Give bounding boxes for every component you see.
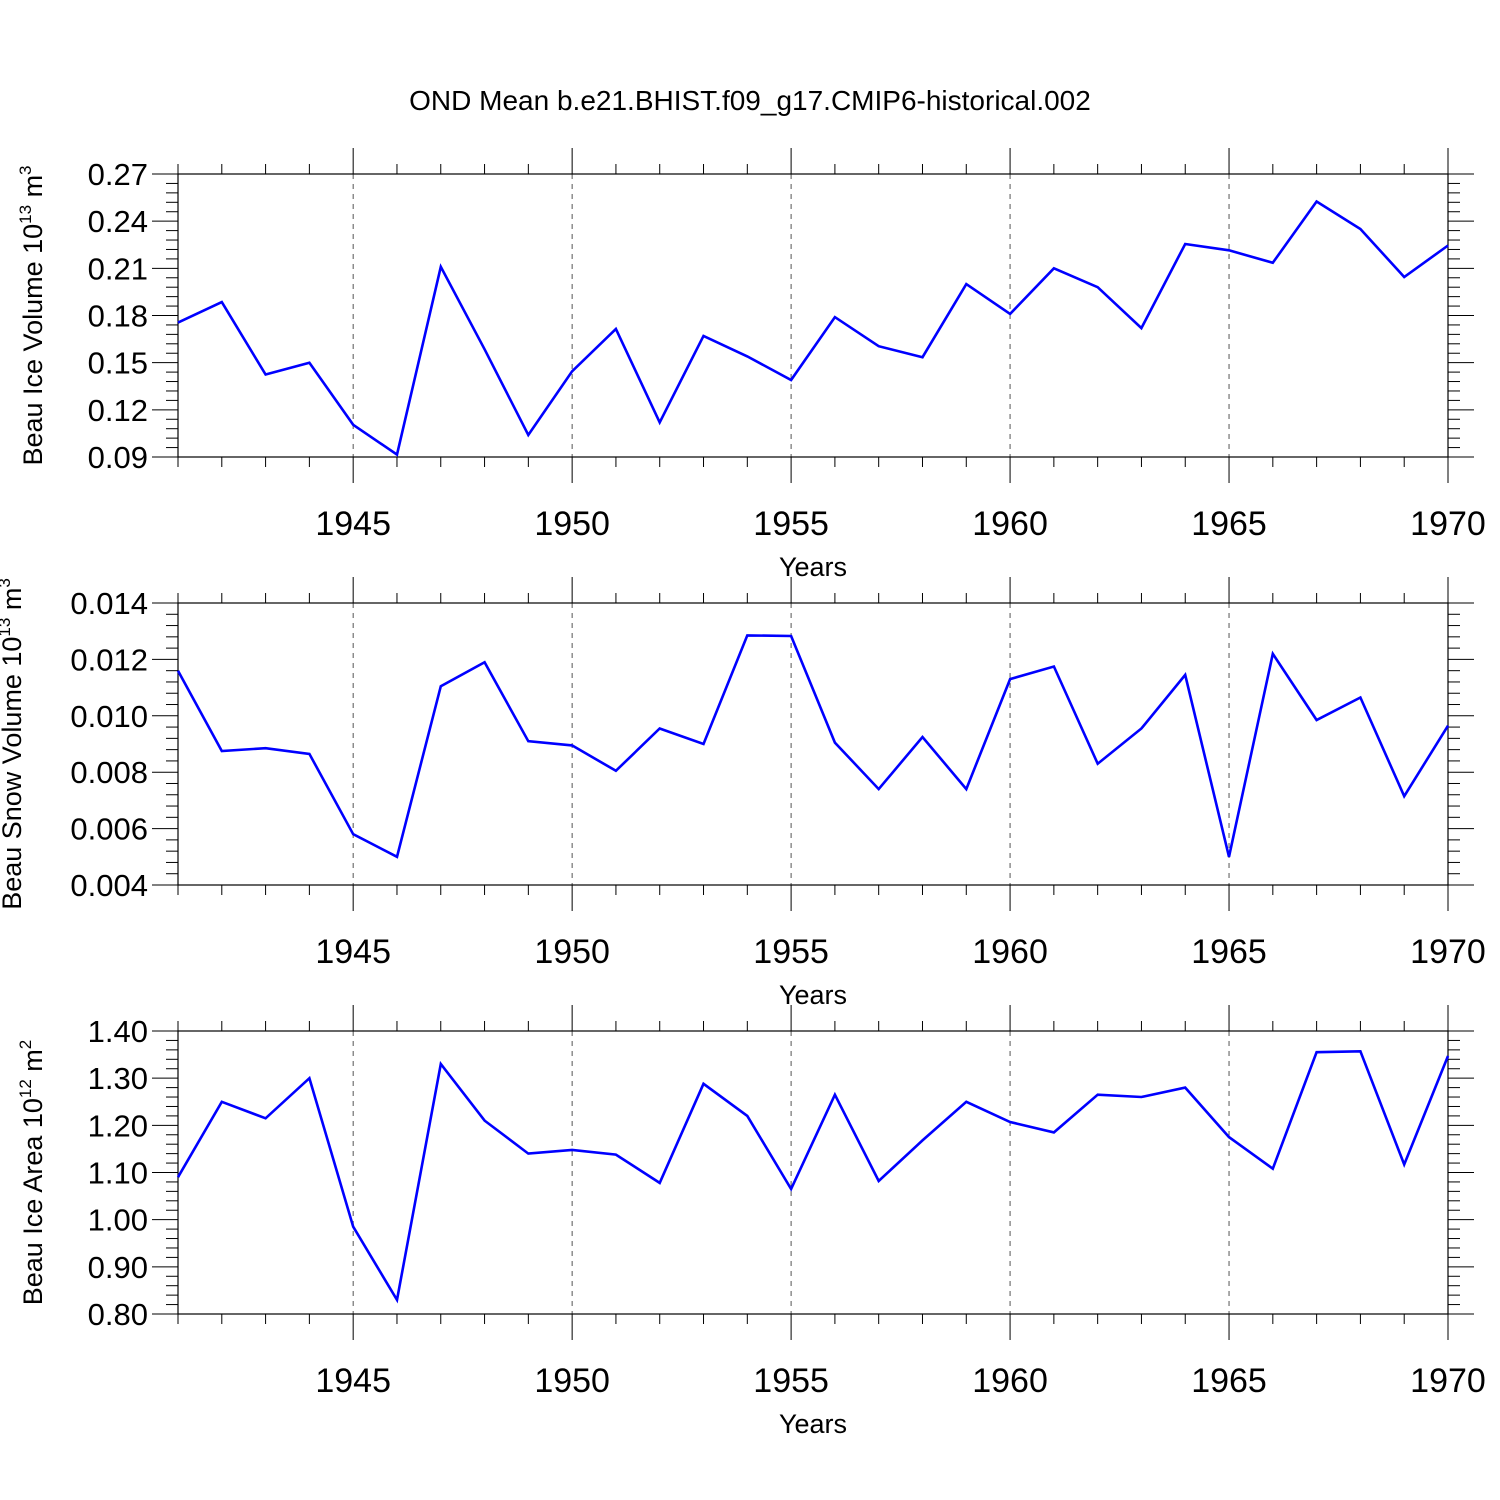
y-tick-label: 0.21 [88,251,148,286]
x-tick-label: 1960 [972,1362,1048,1400]
x-axis-label: Years [779,1409,847,1439]
x-tick-label: 1955 [753,1362,829,1400]
x-tick-label: 1960 [972,933,1048,971]
y-tick-label: 0.18 [88,299,148,334]
x-tick-label: 1965 [1191,505,1267,543]
plot-frame [177,602,1449,886]
panels-container: 1945 1950 1955 1960 1965 1970 Years 0.09 0.12 0.1… [0,148,1486,1439]
x-axis-label: Years [779,980,847,1010]
figure-title: OND Mean b.e21.BHIST.f09_g17.CMIP6-histo… [409,85,1091,116]
y-tick-label: 1.00 [88,1203,148,1238]
chart-panel-3: 1945 1950 1955 1960 1965 1970 Years 0.80 0.90 1.0… [16,1005,1486,1439]
x-tick-label: 1945 [315,933,391,971]
series-line [176,1049,1450,1304]
x-tick-label: 1970 [1410,933,1486,971]
chart-panel-1: 1945 1950 1955 1960 1965 1970 Years 0.09 0.12 0.1… [16,148,1486,582]
x-tick-label: 1950 [534,505,610,543]
y-tick-label: 0.80 [88,1297,148,1332]
y-tick-label: 0.27 [88,157,148,192]
y-tick-label: 1.40 [88,1014,148,1049]
y-axis-label: Beau Ice Volume 1013 m3 [16,165,48,465]
y-tick-label: 1.20 [88,1108,148,1143]
y-tick-label: 0.008 [70,755,148,790]
y-tick-label: 1.10 [88,1156,148,1191]
y-tick-label: 0.15 [88,346,148,381]
y-tick-label: 1.30 [88,1061,148,1096]
x-tick-label: 1960 [972,505,1048,543]
y-tick-label: 0.012 [70,642,148,677]
y-tick-label: 0.006 [70,812,148,847]
y-axis-label: Beau Ice Area 1012 m2 [16,1040,48,1306]
x-tick-label: 1945 [315,505,391,543]
x-tick-label: 1955 [753,505,829,543]
y-axis-label: Beau Snow Volume 1013 m3 [0,578,27,910]
chart-panel-2: 1945 1950 1955 1960 1965 1970 Years 0.004 0.006 0… [0,577,1486,1010]
series-line [177,199,1449,457]
x-tick-label: 1965 [1191,933,1267,971]
x-tick-label: 1950 [534,933,610,971]
y-tick-label: 0.004 [70,868,148,903]
x-tick-label: 1970 [1410,1362,1486,1400]
x-tick-label: 1970 [1410,505,1486,543]
y-tick-label: 0.014 [70,586,148,621]
x-axis-label: Years [779,552,847,582]
x-tick-label: 1950 [534,1362,610,1400]
series-line [176,634,1450,859]
x-tick-label: 1955 [753,933,829,971]
y-tick-label: 0.12 [88,393,148,428]
y-tick-label: 0.90 [88,1250,148,1285]
x-tick-label: 1965 [1191,1362,1267,1400]
y-tick-label: 0.010 [70,699,148,734]
y-tick-label: 0.09 [88,440,148,475]
y-tick-label: 0.24 [88,204,148,239]
x-tick-label: 1945 [315,1362,391,1400]
